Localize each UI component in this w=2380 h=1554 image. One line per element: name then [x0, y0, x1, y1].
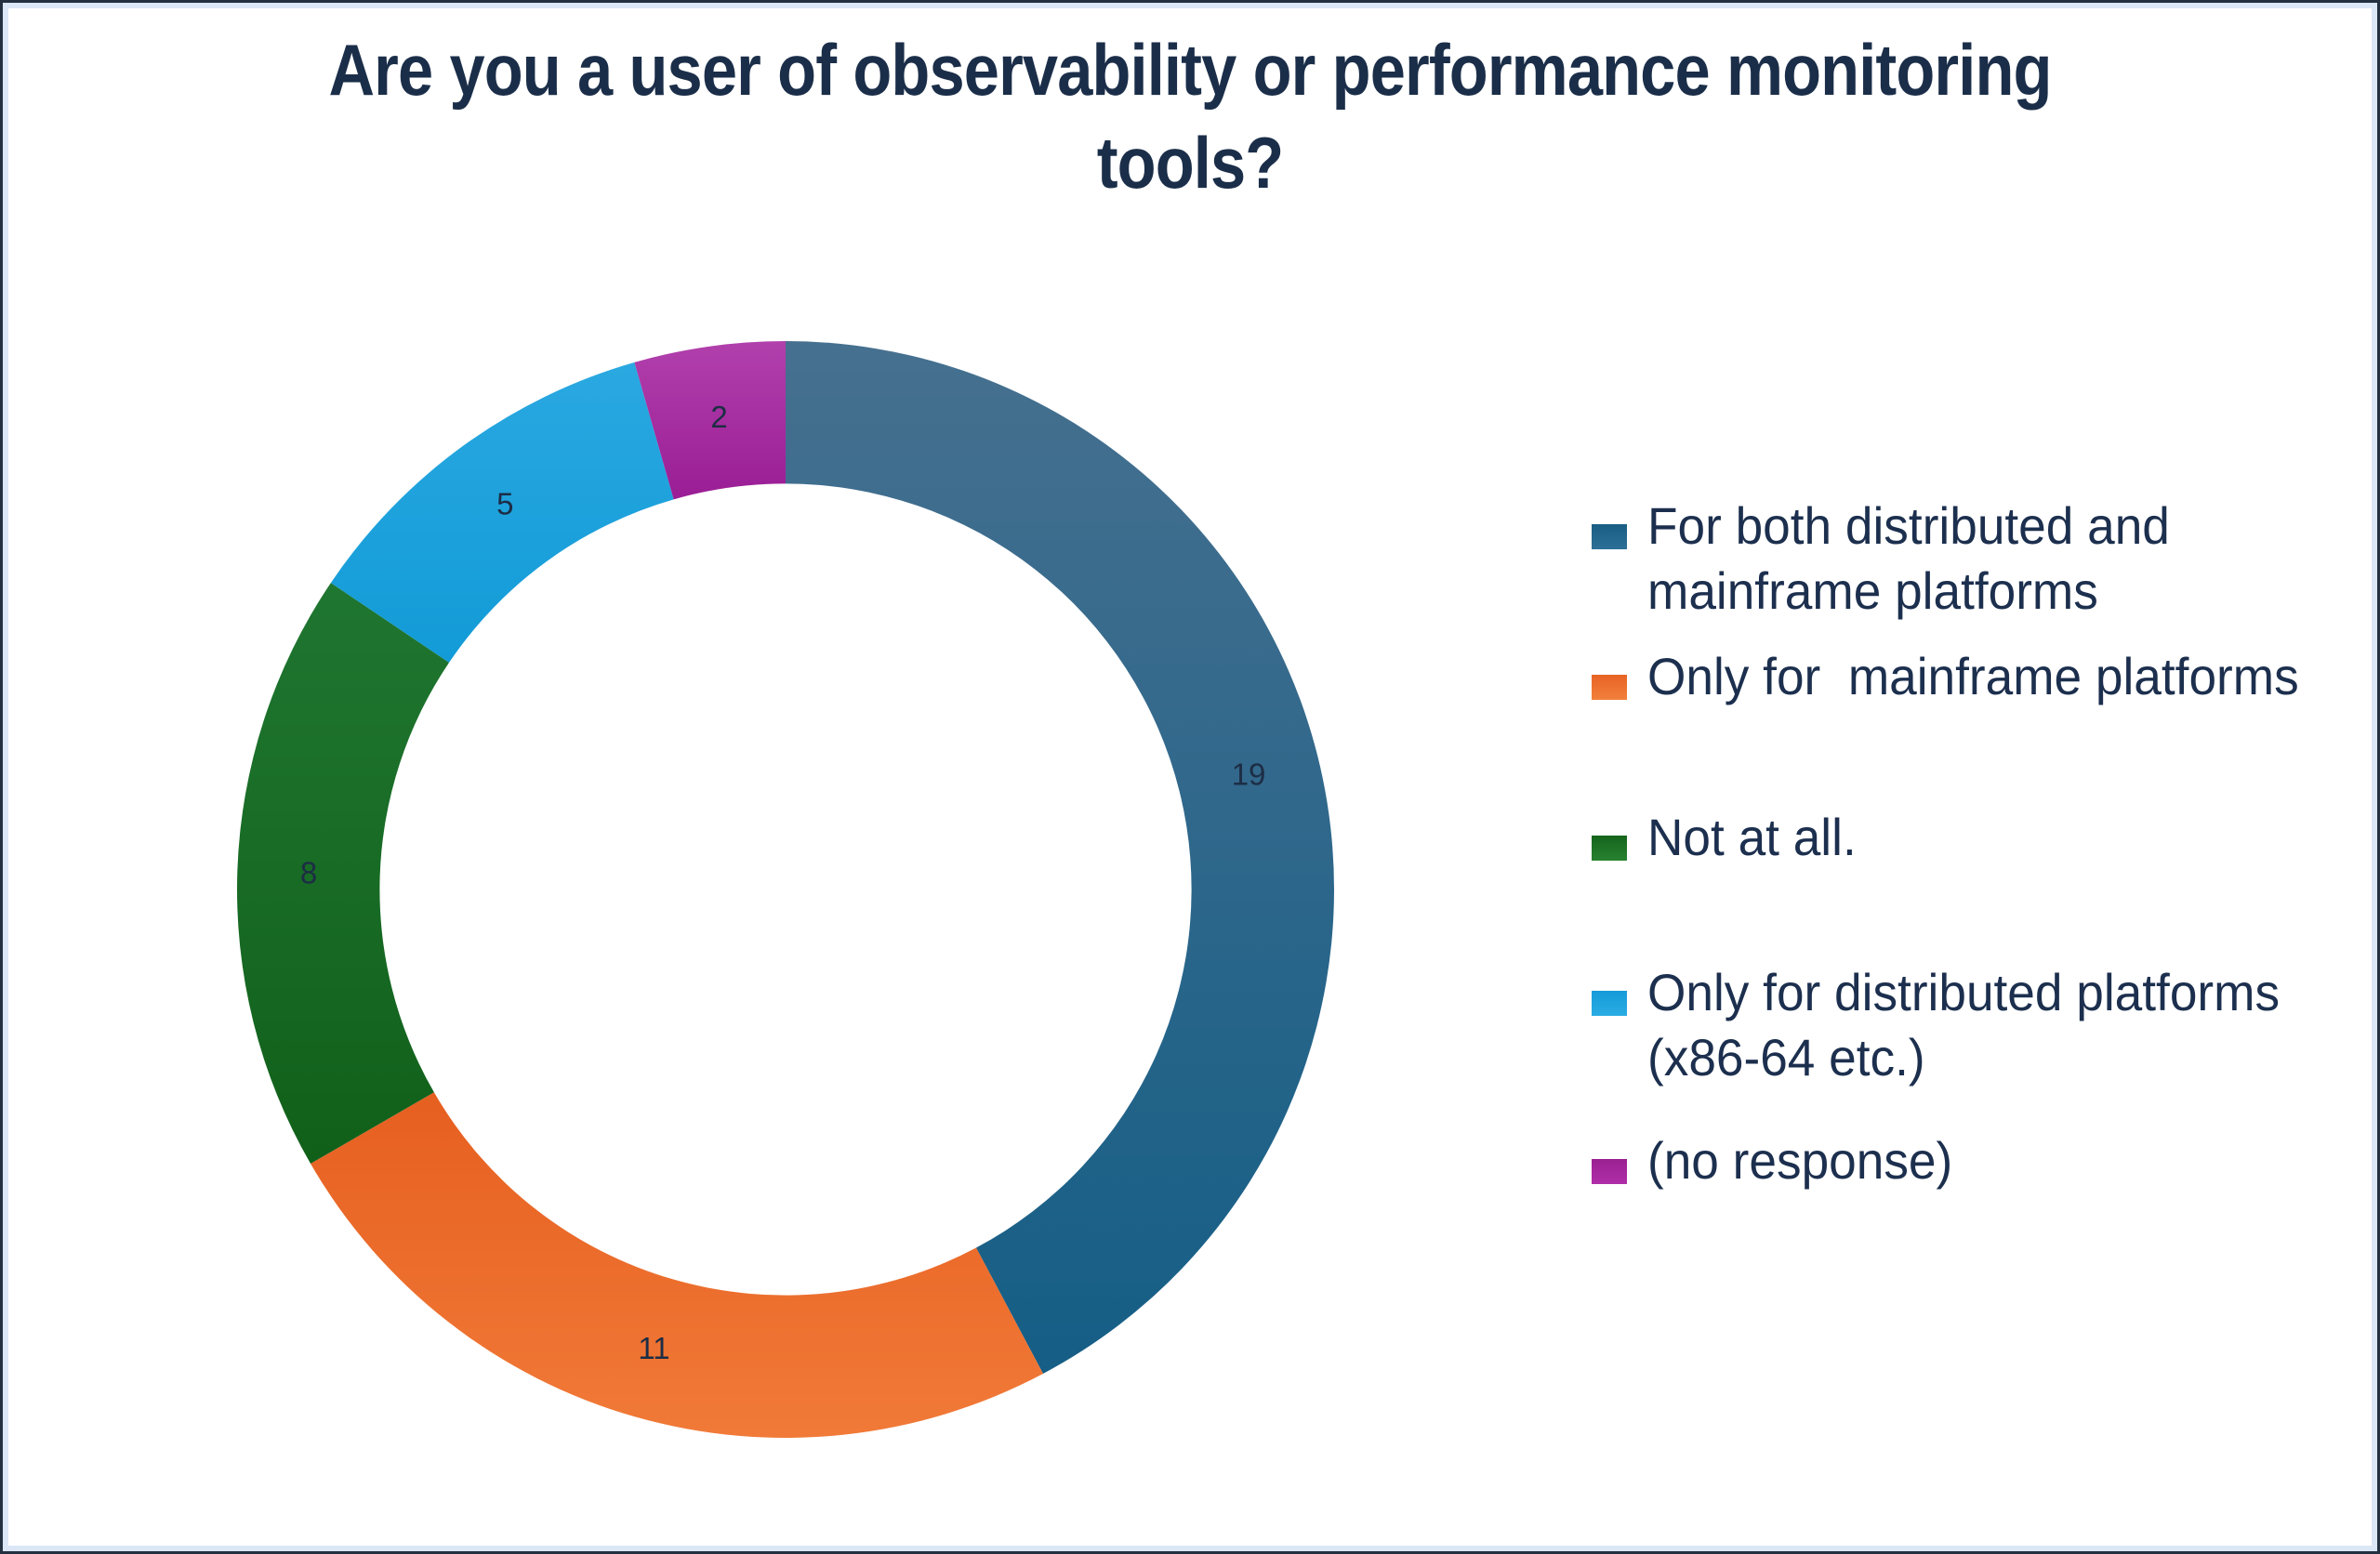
slice-value-label-2: 8 [300, 856, 317, 890]
legend-label-line: Only for distributed platforms [1647, 963, 2281, 1021]
chart-legend: For both distributed and mainframe platf… [1592, 8, 2377, 1546]
legend-label: (no response) [1647, 1128, 1952, 1193]
donut-slice-4 [634, 341, 786, 500]
donut-slice-2 [237, 583, 450, 1164]
legend-item-no-response: (no response) [1592, 1128, 1969, 1193]
chart-title-line-1: Are you a user of observability or perfo… [328, 29, 2052, 111]
legend-label-line: (no response) [1647, 1131, 1953, 1190]
donut-slice-1 [311, 1092, 1043, 1439]
legend-item-only-distributed: Only for distributed platforms (x86-64 e… [1592, 960, 2313, 1090]
legend-item-both-platforms: For both distributed and mainframe platf… [1592, 494, 2197, 624]
slice-value-label-1: 11 [638, 1331, 669, 1365]
donut-slice-0 [786, 341, 1334, 1374]
legend-item-only-mainframe: Only for mainframe platforms [1592, 644, 2334, 709]
legend-label-line: For both distributed and [1647, 496, 2170, 555]
legend-label: Only for mainframe platforms [1647, 644, 2299, 709]
slice-value-label-3: 5 [496, 486, 513, 520]
legend-label-line: (x86-64 etc.) [1647, 1028, 1925, 1086]
legend-swatch-not-at-all [1592, 836, 1627, 861]
legend-label: Not at all. [1647, 805, 1857, 870]
donut-slice-3 [330, 362, 674, 663]
donut-chart: 19 11 8 5 2 [237, 341, 1334, 1439]
legend-swatch-both-platforms [1592, 524, 1627, 549]
chart-title-line-2: tools? [1096, 122, 1284, 204]
legend-label-line: Not at all. [1647, 808, 1857, 866]
legend-swatch-only-mainframe [1592, 675, 1627, 700]
legend-label-line: Only for mainframe platforms [1647, 647, 2299, 705]
legend-swatch-no-response [1592, 1159, 1627, 1184]
slice-value-label-4: 2 [710, 400, 727, 434]
legend-label-line: mainframe platforms [1647, 561, 2098, 620]
legend-label: Only for distributed platforms (x86-64 e… [1647, 960, 2280, 1090]
chart-title: Are you a user of observability or perfo… [151, 23, 2230, 209]
chart-canvas: Are you a user of observability or perfo… [8, 8, 2372, 1546]
slice-value-label-0: 19 [1232, 757, 1266, 791]
legend-swatch-only-distributed [1592, 991, 1627, 1016]
legend-item-not-at-all: Not at all. [1592, 805, 1868, 870]
legend-label: For both distributed and mainframe platf… [1647, 494, 2170, 624]
